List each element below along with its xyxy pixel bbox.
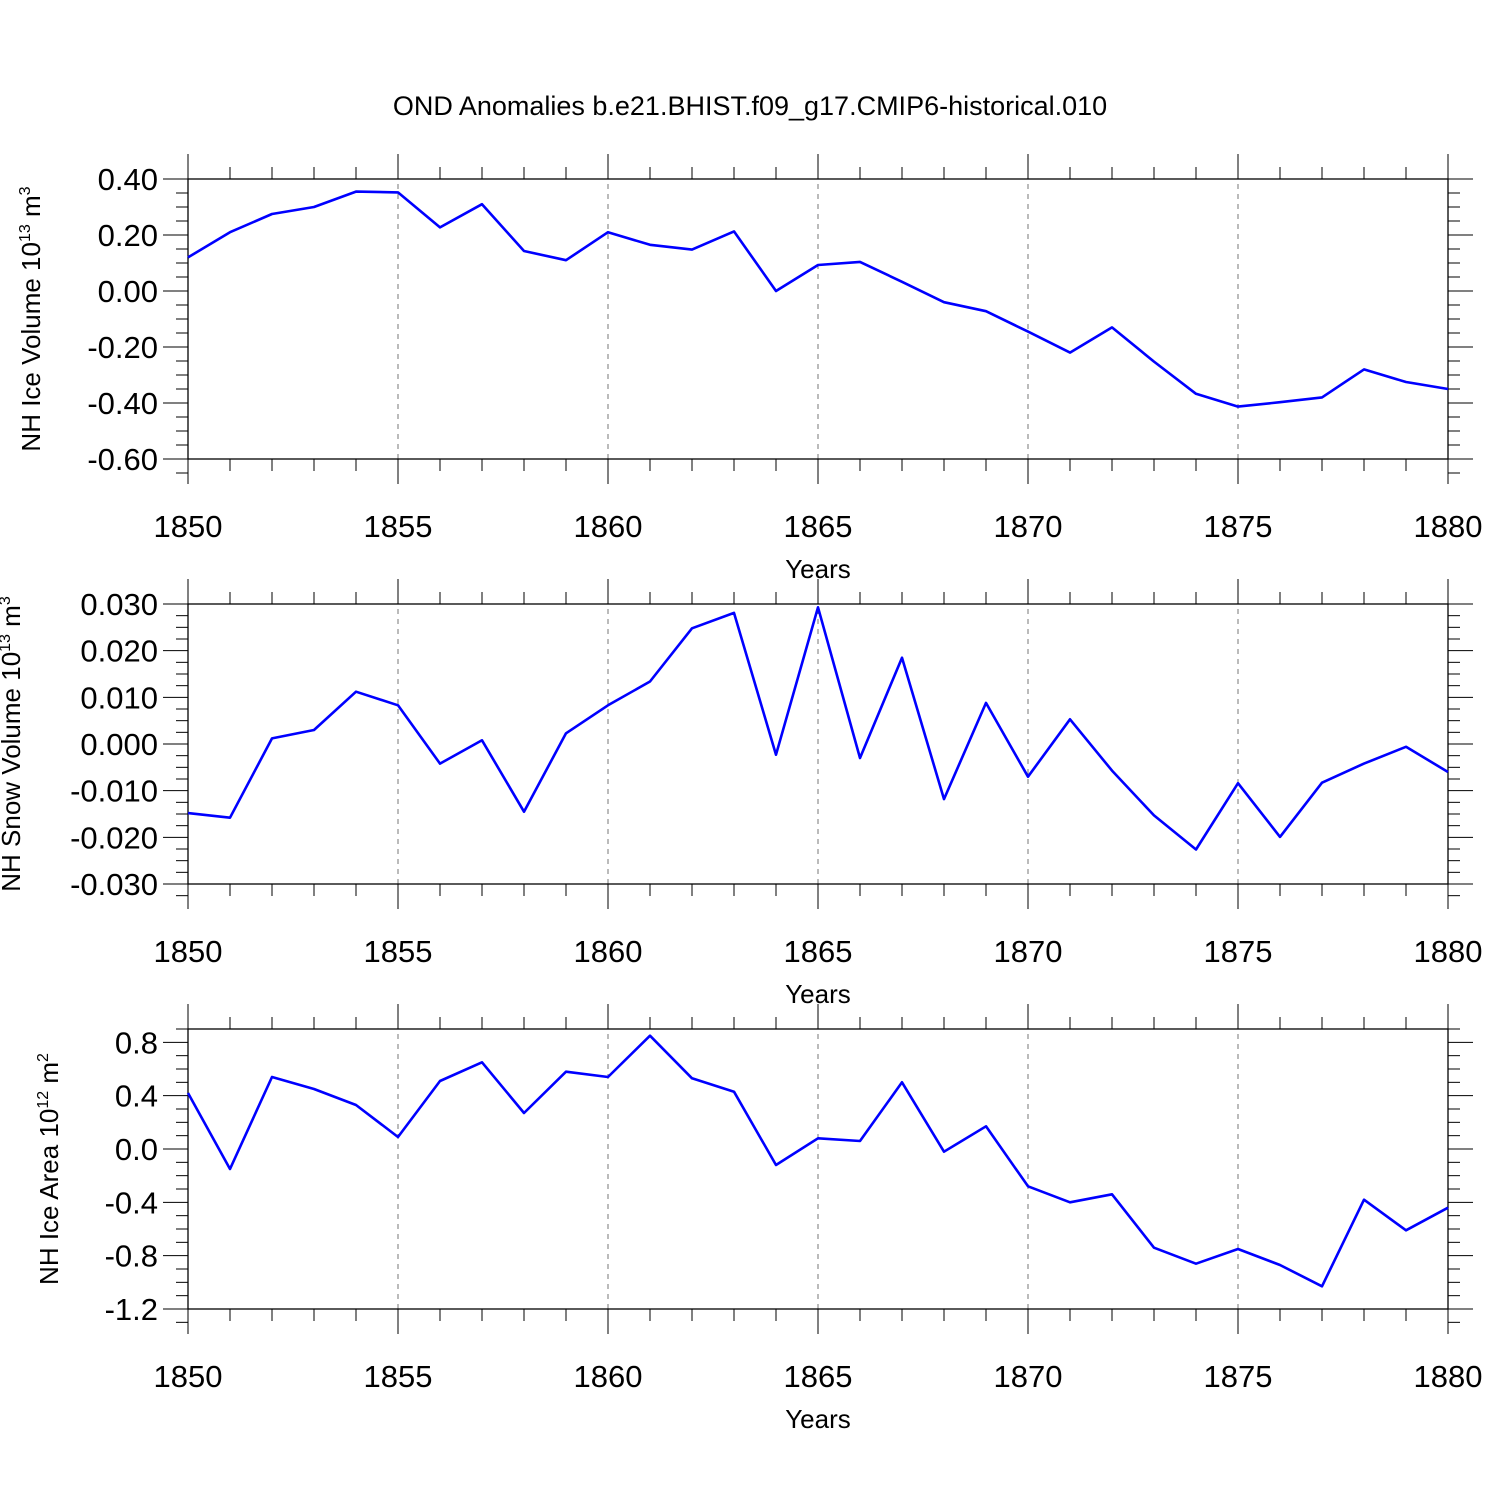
series-line: [187, 605, 1449, 851]
y-axis-title-unit: m: [16, 195, 46, 224]
y-axis-title-unit-exponent: 3: [17, 186, 34, 195]
y-tick-label: -1.2: [105, 1292, 158, 1327]
y-axis-title-main: NH Snow Volume 10: [0, 652, 26, 892]
y-tick-label: 0.20: [98, 218, 158, 253]
x-tick-label: 1875: [1204, 1359, 1273, 1394]
y-tick-label: 0.40: [98, 162, 158, 197]
y-axis-title-unit-exponent: 2: [35, 1053, 52, 1062]
y-axis-title-exponent: 12: [35, 1091, 52, 1109]
x-tick-label: 1865: [784, 934, 853, 969]
x-tick-label: 1880: [1414, 934, 1483, 969]
panel-ice-area: 0.8 0.4 0.0 -0.4 -0.8 -1.2 1850 1855 1860 1865 187…: [34, 1004, 1482, 1434]
x-tick-label: 1860: [574, 509, 643, 544]
series-line: [187, 190, 1449, 408]
y-axis-title: NH Ice Volume 1013 m3: [16, 186, 46, 451]
y-axis-title: NH Ice Area 1012 m2: [34, 1053, 64, 1285]
x-tick-label: 1870: [994, 509, 1063, 544]
y-tick-label: 0.020: [80, 634, 158, 669]
x-tick-label: 1855: [364, 934, 433, 969]
x-tick-label: 1870: [994, 1359, 1063, 1394]
x-tick-label: 1850: [154, 509, 223, 544]
y-tick-label: -0.020: [70, 820, 158, 855]
y-tick-label: -0.8: [105, 1239, 158, 1274]
x-tick-label: 1860: [574, 934, 643, 969]
y-tick-label: 0.000: [80, 727, 158, 762]
y-axis-title-unit-exponent: 3: [0, 596, 14, 605]
x-axis-title: Years: [785, 1404, 851, 1434]
x-tick-label: 1875: [1204, 934, 1273, 969]
y-axis-title-unit: m: [34, 1062, 64, 1091]
x-tick-label: 1855: [364, 1359, 433, 1394]
y-axis-title-main: NH Ice Volume 10: [16, 242, 46, 452]
y-tick-label: -0.030: [70, 867, 158, 902]
x-tick-label: 1880: [1414, 1359, 1483, 1394]
y-tick-label: 0.8: [115, 1025, 158, 1060]
y-tick-label: 0.030: [80, 587, 158, 622]
y-tick-label: -0.40: [87, 386, 158, 421]
y-tick-label: -0.4: [105, 1185, 158, 1220]
y-tick-label: 0.0: [115, 1132, 158, 1167]
y-axis-title-unit: m: [0, 605, 26, 634]
y-tick-label: 0.4: [115, 1079, 158, 1114]
x-tick-label: 1865: [784, 509, 853, 544]
x-tick-label: 1855: [364, 509, 433, 544]
series-line: [186, 1034, 1449, 1288]
y-axis-title-exponent: 13: [0, 634, 14, 652]
y-axis-title-main: NH Ice Area 10: [34, 1109, 64, 1285]
x-tick-label: 1860: [574, 1359, 643, 1394]
x-tick-label: 1850: [154, 934, 223, 969]
y-axis-title: NH Snow Volume 1013 m3: [0, 596, 26, 892]
y-tick-label: -0.20: [87, 330, 158, 365]
x-tick-label: 1865: [784, 1359, 853, 1394]
x-tick-label: 1850: [154, 1359, 223, 1394]
y-tick-label: 0.00: [98, 274, 158, 309]
x-tick-label: 1880: [1414, 509, 1483, 544]
panel-snow-volume: 0.030 0.020 0.010 0.000 -0.010 -0.020 -0.030 18…: [0, 579, 1482, 1009]
panel-ice-volume: 0.40 0.20 0.00 -0.20 -0.40 -0.60 1850 1855 1860 1…: [16, 154, 1482, 584]
chart-title: OND Anomalies b.e21.BHIST.f09_g17.CMIP6-…: [393, 91, 1107, 121]
x-tick-label: 1870: [994, 934, 1063, 969]
x-tick-label: 1875: [1204, 509, 1273, 544]
y-tick-label: 0.010: [80, 680, 158, 715]
y-axis-title-exponent: 13: [17, 224, 34, 242]
y-tick-label: -0.010: [70, 774, 158, 809]
y-tick-label: -0.60: [87, 442, 158, 477]
